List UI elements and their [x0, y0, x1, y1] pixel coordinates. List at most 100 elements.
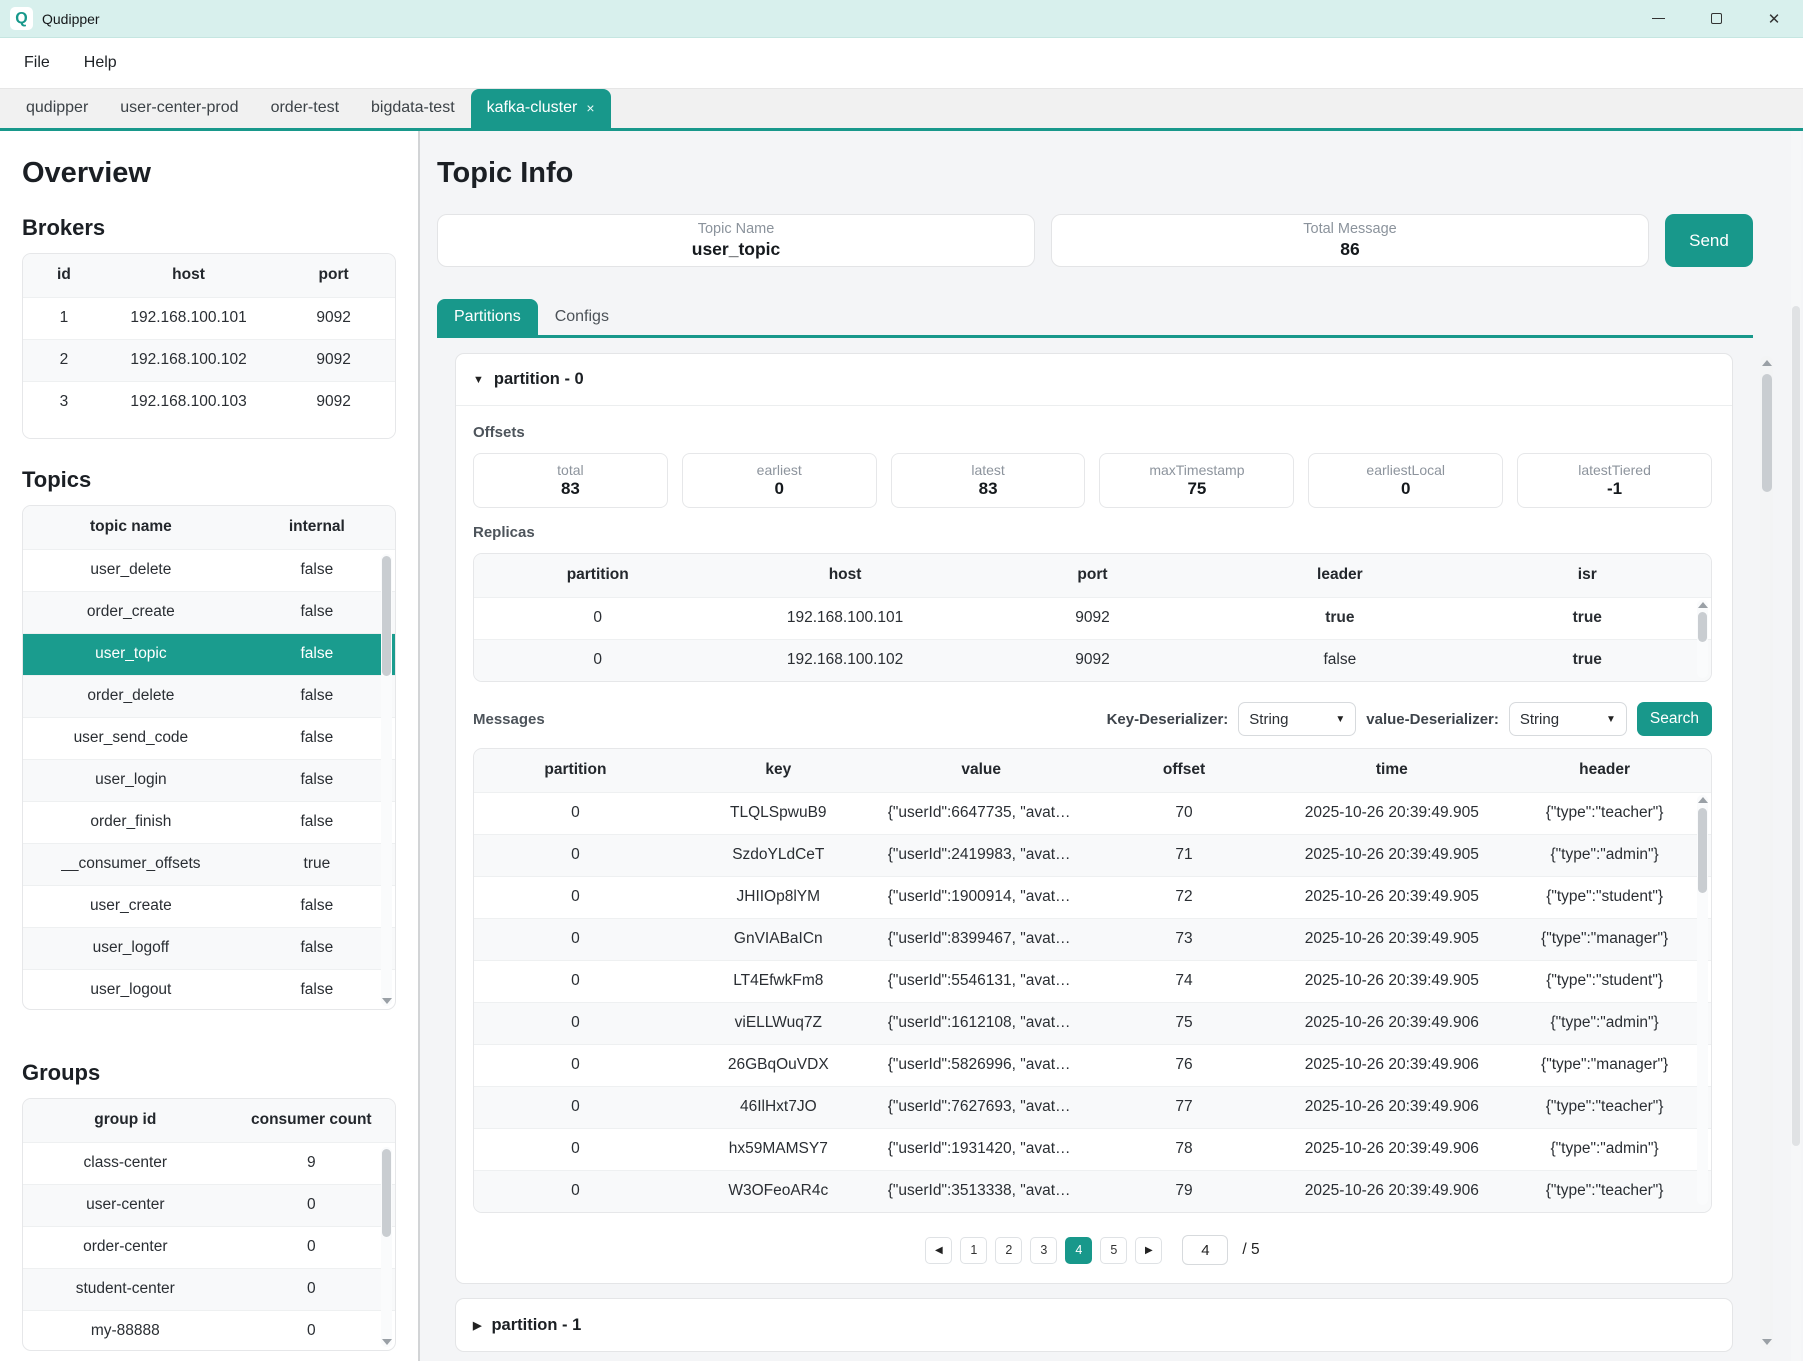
key-deserializer-value: String: [1249, 711, 1288, 728]
page-button-4[interactable]: 4: [1065, 1237, 1092, 1264]
cell: true: [1464, 639, 1711, 681]
topic-row[interactable]: user_send_codefalse: [23, 717, 395, 759]
page-number-input[interactable]: [1182, 1235, 1228, 1265]
connection-tab-bar: qudipper user-center-prod order-test big…: [0, 88, 1803, 131]
tab-bigdata-test[interactable]: bigdata-test: [355, 89, 471, 128]
next-page-button[interactable]: ▶: [1135, 1237, 1162, 1264]
expand-caret-icon: ▶: [473, 1319, 481, 1332]
tab-kafka-cluster-label: kafka-cluster: [487, 99, 578, 117]
menu-bar: File Help: [0, 38, 1803, 88]
tab-user-center-prod[interactable]: user-center-prod: [104, 89, 254, 128]
cell: false: [239, 885, 395, 927]
cell: 0: [228, 1268, 395, 1310]
prev-page-button[interactable]: ◀: [925, 1237, 952, 1264]
close-button[interactable]: ✕: [1745, 0, 1803, 37]
group-row[interactable]: student-center0: [23, 1268, 395, 1310]
title-bar: Q Qudipper ✕: [0, 0, 1803, 38]
topic-row[interactable]: order_finishfalse: [23, 801, 395, 843]
message-row[interactable]: 0hx59MAMSY7{"userId":1931420, "avata...7…: [474, 1128, 1711, 1170]
cell: 192.168.100.103: [105, 381, 272, 423]
cell: user_logoff: [23, 927, 239, 969]
total-message-card: Total Message 86: [1051, 214, 1649, 267]
offset-card-value: 0: [1401, 479, 1410, 499]
cell: false: [239, 591, 395, 633]
overview-sidebar: Overview Brokers idhostport 1192.168.100…: [0, 131, 420, 1361]
message-row[interactable]: 0GnVIABaICn{"userId":8399467, "avata...7…: [474, 918, 1711, 960]
topic-row[interactable]: user_createfalse: [23, 885, 395, 927]
tab-order-test[interactable]: order-test: [255, 89, 355, 128]
cell: true: [1464, 597, 1711, 639]
group-row[interactable]: user-center0: [23, 1184, 395, 1226]
partition-0-title: partition - 0: [494, 370, 584, 389]
replicas-scrollbar[interactable]: [1697, 600, 1708, 678]
topics-table: topic nameinternal user_deletefalseorder…: [22, 505, 396, 1010]
message-row[interactable]: 026GBqOuVDX{"userId":5826996, "avata...7…: [474, 1044, 1711, 1086]
offset-card-value: 83: [561, 479, 580, 499]
message-row[interactable]: 0W3OFeoAR4c{"userId":3513338, "avata...7…: [474, 1170, 1711, 1212]
page-button-2[interactable]: 2: [995, 1237, 1022, 1264]
cell: order_delete: [23, 675, 239, 717]
menu-file[interactable]: File: [24, 54, 50, 72]
page-button-1[interactable]: 1: [960, 1237, 987, 1264]
topic-row[interactable]: user_topicfalse: [23, 633, 395, 675]
maximize-button[interactable]: [1687, 0, 1745, 37]
cell: 0: [474, 1170, 677, 1212]
message-row[interactable]: 046IlHxt7JO{"userId":7627693, "avata...7…: [474, 1086, 1711, 1128]
topic-name-value: user_topic: [692, 239, 781, 260]
offset-card-value: 75: [1187, 479, 1206, 499]
cell: false: [239, 801, 395, 843]
page-button-3[interactable]: 3: [1030, 1237, 1057, 1264]
group-row[interactable]: order-center0: [23, 1226, 395, 1268]
cell: 9092: [272, 339, 395, 381]
topic-row[interactable]: order_deletefalse: [23, 675, 395, 717]
partition-1-card: ▶ partition - 1: [455, 1298, 1733, 1352]
tab-qudipper[interactable]: qudipper: [10, 89, 104, 128]
tab-partitions[interactable]: Partitions: [437, 299, 538, 335]
brokers-heading: Brokers: [22, 213, 396, 243]
message-row[interactable]: 0SzdoYLdCeT{"userId":2419983, "avata...7…: [474, 834, 1711, 876]
message-row[interactable]: 0JHIIOp8lYM{"userId":1900914, "avata...7…: [474, 876, 1711, 918]
partition-0-header[interactable]: ▼ partition - 0: [456, 354, 1732, 406]
column-header: leader: [1216, 554, 1463, 597]
window-scrollbar[interactable]: [1791, 131, 1801, 1361]
group-row[interactable]: class-center9: [23, 1142, 395, 1184]
partition-1-header[interactable]: ▶ partition - 1: [456, 1299, 1732, 1351]
close-icon: ✕: [1768, 10, 1781, 28]
message-row[interactable]: 0LT4EfwkFm8{"userId":5546131, "avata...7…: [474, 960, 1711, 1002]
topic-row[interactable]: user_deletefalse: [23, 549, 395, 591]
topic-row[interactable]: user_loginfalse: [23, 759, 395, 801]
messages-scrollbar[interactable]: [1697, 795, 1708, 1205]
groups-scrollbar[interactable]: [381, 1147, 392, 1347]
column-header: consumer count: [228, 1099, 395, 1142]
offset-card-latestTiered: latestTiered-1: [1517, 453, 1712, 508]
cell: 0: [474, 1128, 677, 1170]
key-deserializer-select[interactable]: String ▼: [1238, 702, 1356, 736]
topics-scrollbar[interactable]: [381, 554, 392, 1006]
topic-row[interactable]: order_createfalse: [23, 591, 395, 633]
tab-close-icon[interactable]: ×: [586, 101, 594, 115]
value-deserializer-select[interactable]: String ▼: [1509, 702, 1627, 736]
minimize-button[interactable]: [1629, 0, 1687, 37]
cell: 0: [474, 1044, 677, 1086]
cell: 0: [474, 876, 677, 918]
cell: false: [239, 633, 395, 675]
cell: 2025-10-26 20:39:49.905: [1285, 960, 1498, 1002]
topic-row[interactable]: user_logofffalse: [23, 927, 395, 969]
cell: true: [239, 843, 395, 885]
group-row[interactable]: my-888880: [23, 1310, 395, 1351]
message-row[interactable]: 0TLQLSpwuB9{"userId":6647735, "avata...7…: [474, 792, 1711, 834]
tab-configs[interactable]: Configs: [538, 299, 626, 335]
menu-help[interactable]: Help: [84, 54, 117, 72]
partitions-scrollbar[interactable]: [1760, 356, 1773, 1349]
app-logo-icon: Q: [10, 7, 33, 30]
topic-row[interactable]: __consumer_offsetstrue: [23, 843, 395, 885]
column-header: value: [880, 749, 1083, 792]
send-button[interactable]: Send: [1665, 214, 1753, 267]
cell: 2025-10-26 20:39:49.905: [1285, 876, 1498, 918]
topic-row[interactable]: user_logoutfalse: [23, 969, 395, 1010]
page-button-5[interactable]: 5: [1100, 1237, 1127, 1264]
message-row[interactable]: 0viELLWuq7Z{"userId":1612108, "avata...7…: [474, 1002, 1711, 1044]
search-button[interactable]: Search: [1637, 702, 1712, 736]
tab-kafka-cluster[interactable]: kafka-cluster ×: [471, 89, 611, 128]
cell: user_topic: [23, 633, 239, 675]
